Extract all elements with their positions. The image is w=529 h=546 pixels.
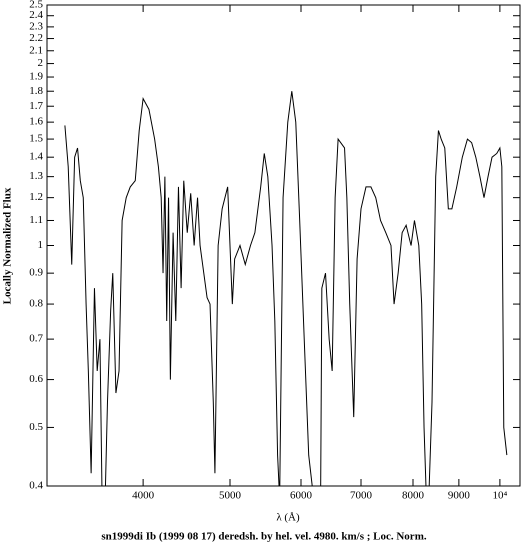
y-tick-label: 1.8 [29, 85, 43, 97]
y-tick-label: 0.6 [29, 373, 43, 385]
y-tick-label: 0.7 [29, 333, 43, 345]
y-tick-label: 2.4 [29, 9, 43, 21]
y-tick-label: 0.9 [29, 267, 43, 279]
y-tick-label: 2.5 [29, 0, 43, 11]
y-tick-label: 1 [38, 239, 44, 251]
plot-frame [46, 4, 521, 487]
y-tick-label: 1.3 [29, 170, 43, 182]
y-axis-label: Locally Normalized Flux [2, 187, 14, 304]
x-tick-label: 4000 [132, 490, 155, 502]
x-tick-label: 10⁴ [492, 490, 507, 502]
spectrum-line [64, 91, 508, 486]
x-tick-label: 5000 [219, 490, 242, 502]
y-tick-label: 0.4 [29, 480, 43, 492]
y-tick-label: 1.1 [29, 214, 43, 226]
x-tick-label: 9000 [448, 490, 471, 502]
x-tick-label: 6000 [290, 490, 313, 502]
y-tick-label: 1.5 [29, 133, 43, 145]
y-tick-label: 1.9 [29, 71, 43, 83]
y-tick-label: 2.2 [29, 32, 43, 44]
y-tick-label: 0.5 [29, 421, 43, 433]
y-tick-label: 1.2 [29, 191, 43, 203]
x-axis-label: λ (Å) [276, 512, 300, 524]
x-tick-label: 8000 [402, 490, 425, 502]
y-tick-label: 2 [38, 57, 44, 69]
y-tick-label: 1.7 [29, 100, 43, 112]
x-tick-label: 7000 [350, 490, 373, 502]
chart-title: sn1999di Ib (1999 08 17) deredsh. by hel… [101, 531, 426, 543]
y-tick-label: 1.4 [29, 151, 43, 163]
y-tick-label: 0.8 [29, 298, 43, 310]
y-tick-label: 1.6 [29, 116, 43, 128]
y-tick-label: 2.1 [29, 44, 43, 56]
y-tick-label: 2.3 [29, 20, 43, 32]
